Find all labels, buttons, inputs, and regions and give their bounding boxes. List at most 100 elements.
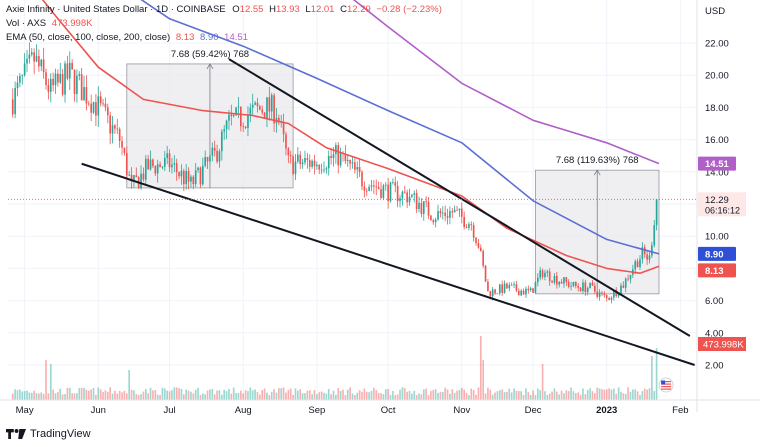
candle-body <box>306 158 309 161</box>
volume-bar <box>76 393 78 400</box>
volume-bar <box>441 391 444 400</box>
candle-body <box>235 107 237 116</box>
candle-body <box>87 103 90 105</box>
candle-body <box>159 164 161 168</box>
candle-body <box>648 255 651 260</box>
footer-brand[interactable]: TradingView <box>6 428 91 440</box>
trendlines[interactable] <box>81 58 695 366</box>
volume-bar <box>475 394 477 400</box>
measure-label: 7.68 (59.42%) 768 <box>171 49 249 60</box>
candle-body <box>125 152 128 176</box>
volume-bar <box>392 391 394 400</box>
candle-body <box>90 103 92 113</box>
ema50-tag-label: 8.13 <box>705 266 724 277</box>
volume-bar <box>491 394 494 400</box>
candle-body <box>598 292 601 297</box>
volume-bar <box>627 387 629 400</box>
candle-body <box>525 288 527 295</box>
brand-name: TradingView <box>30 428 91 440</box>
volume-bar <box>190 391 192 400</box>
candle-body <box>646 254 648 260</box>
volume-bar <box>125 393 128 400</box>
candle-body <box>601 292 603 294</box>
candle-body <box>608 298 610 300</box>
candle-body <box>572 281 575 287</box>
candle-body <box>365 190 368 192</box>
volume-bar <box>399 389 401 400</box>
volume-bar <box>380 393 382 400</box>
volume-bar <box>209 389 211 400</box>
volume-bar <box>149 387 152 400</box>
volume-bar <box>247 391 249 400</box>
volume-bar <box>99 389 102 400</box>
volume-bar <box>254 389 256 400</box>
volume-bar <box>52 389 54 400</box>
candle-body <box>579 287 582 292</box>
candle-body <box>373 185 375 187</box>
candle-body <box>11 99 14 115</box>
volume-bar <box>92 387 95 400</box>
candle-body <box>30 52 33 55</box>
candle-body <box>287 148 290 156</box>
candle-body <box>294 161 297 175</box>
close-value: 12.29 <box>346 4 371 15</box>
volume-bar <box>316 394 318 400</box>
candle-body <box>468 224 470 228</box>
candle-body <box>582 282 584 292</box>
volume-bar <box>460 387 463 400</box>
symbol-title[interactable]: Axie Infinity · United States Dollar · 1… <box>6 4 226 15</box>
candle-body <box>534 282 537 293</box>
volume-bar <box>344 394 347 400</box>
volume-bar <box>482 360 485 400</box>
candle-body <box>503 283 506 293</box>
candle-body <box>266 97 268 119</box>
candle-body <box>204 157 207 166</box>
candle-body <box>620 285 622 294</box>
candle-body <box>558 281 561 285</box>
candle-body <box>92 102 95 113</box>
candle-body <box>21 75 24 77</box>
candle-body <box>641 247 644 260</box>
candle-body <box>501 284 504 293</box>
candle-body <box>180 170 183 177</box>
volume-bar <box>235 393 237 400</box>
candle-body <box>54 73 57 86</box>
candle-body <box>318 164 321 170</box>
candle-body <box>487 281 489 292</box>
candle-body <box>249 107 252 116</box>
volume-bar <box>173 387 176 400</box>
candle-body <box>577 285 580 288</box>
volume-bar <box>418 393 420 400</box>
volume-bar <box>242 393 245 400</box>
ema-label[interactable]: EMA (50, close, 100, close, 200, close) <box>6 32 171 43</box>
volume-bar <box>109 387 111 400</box>
volume-bar <box>439 391 442 400</box>
volume-bar <box>182 394 185 400</box>
candle-body <box>351 162 354 164</box>
volume-bar <box>320 391 323 400</box>
volume-bar <box>16 390 19 400</box>
volume-bar <box>216 390 218 400</box>
candle-body <box>517 290 520 296</box>
candle-body <box>38 56 40 67</box>
volume-bar <box>285 392 287 400</box>
volume-bar <box>168 391 171 400</box>
candle-body <box>278 117 280 123</box>
volume-bar <box>641 391 644 400</box>
volume-bar <box>327 388 330 400</box>
volume-bar <box>301 393 304 400</box>
candle-body <box>19 76 21 83</box>
flag-stripe <box>661 383 672 385</box>
volume-bar <box>185 389 188 400</box>
volume-bar <box>244 390 247 400</box>
candle-body <box>406 192 408 203</box>
candle-body <box>166 153 169 159</box>
candle-body <box>175 163 178 173</box>
volume-bar <box>370 390 373 400</box>
volume-label[interactable]: Vol · AXS <box>6 18 47 29</box>
candle-body <box>216 150 218 162</box>
volume-bar <box>346 389 349 400</box>
volume-bar <box>266 392 268 400</box>
volume-bar <box>106 391 109 400</box>
